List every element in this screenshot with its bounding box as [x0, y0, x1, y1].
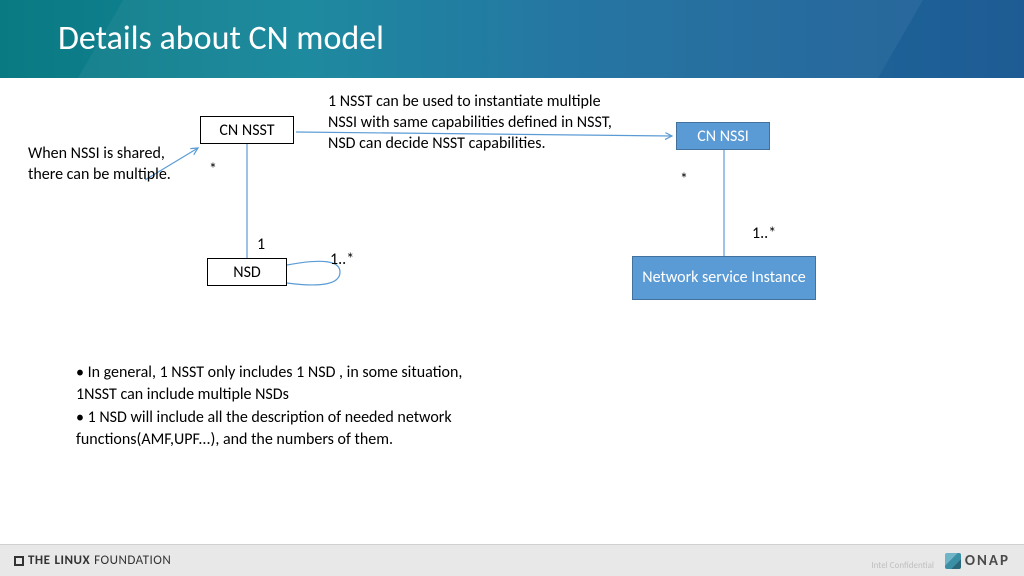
logo-text-the: THE: [28, 553, 50, 568]
confidential-label: Intel Confidential: [871, 560, 934, 571]
diagram-lines: [0, 0, 1024, 576]
onap-logo: ONAP: [945, 552, 1010, 570]
node-label: NSD: [233, 263, 261, 282]
node-label: CN NSSI: [697, 127, 749, 146]
node-cn-nsst: CN NSST: [200, 116, 294, 144]
node-network-service-instance: Network service Instance: [632, 256, 816, 300]
slide-title: Details about CN model: [58, 18, 384, 59]
logo-text-linux: LINUX: [54, 553, 90, 568]
bullet-item: • 1 NSD will include all the description…: [76, 407, 466, 450]
mult-star-right: *: [680, 170, 688, 191]
annotation-shared: When NSSI is shared, there can be multip…: [28, 144, 178, 186]
slide-header: Details about CN model: [0, 0, 1024, 78]
onap-text: ONAP: [965, 552, 1010, 570]
logo-text-foundation: FOUNDATION: [94, 553, 171, 568]
bullet-list: • In general, 1 NSST only includes 1 NSD…: [76, 362, 466, 452]
logo-square-icon: [14, 556, 24, 566]
mult-star-left: *: [209, 160, 217, 181]
node-nsd: NSD: [207, 258, 287, 286]
mult-one-star-left: 1..*: [330, 250, 354, 271]
bullet-text: 1 NSD will include all the description o…: [76, 408, 452, 449]
mult-one-star-right: 1..*: [752, 224, 776, 245]
slide: Details about CN model CN NSST NSD CN NS…: [0, 0, 1024, 576]
annotation-instantiate: 1 NSST can be used to instantiate multip…: [328, 92, 628, 154]
node-label: CN NSST: [219, 121, 274, 140]
node-cn-nssi: CN NSSI: [676, 122, 770, 150]
bullet-text: In general, 1 NSST only includes 1 NSD ,…: [76, 363, 462, 404]
node-label: Network service Instance: [642, 269, 805, 287]
onap-cube-icon: [945, 553, 961, 569]
mult-one: 1: [257, 235, 265, 256]
bullet-item: • In general, 1 NSST only includes 1 NSD…: [76, 362, 466, 405]
linux-foundation-logo: THE LINUX FOUNDATION: [14, 553, 171, 568]
